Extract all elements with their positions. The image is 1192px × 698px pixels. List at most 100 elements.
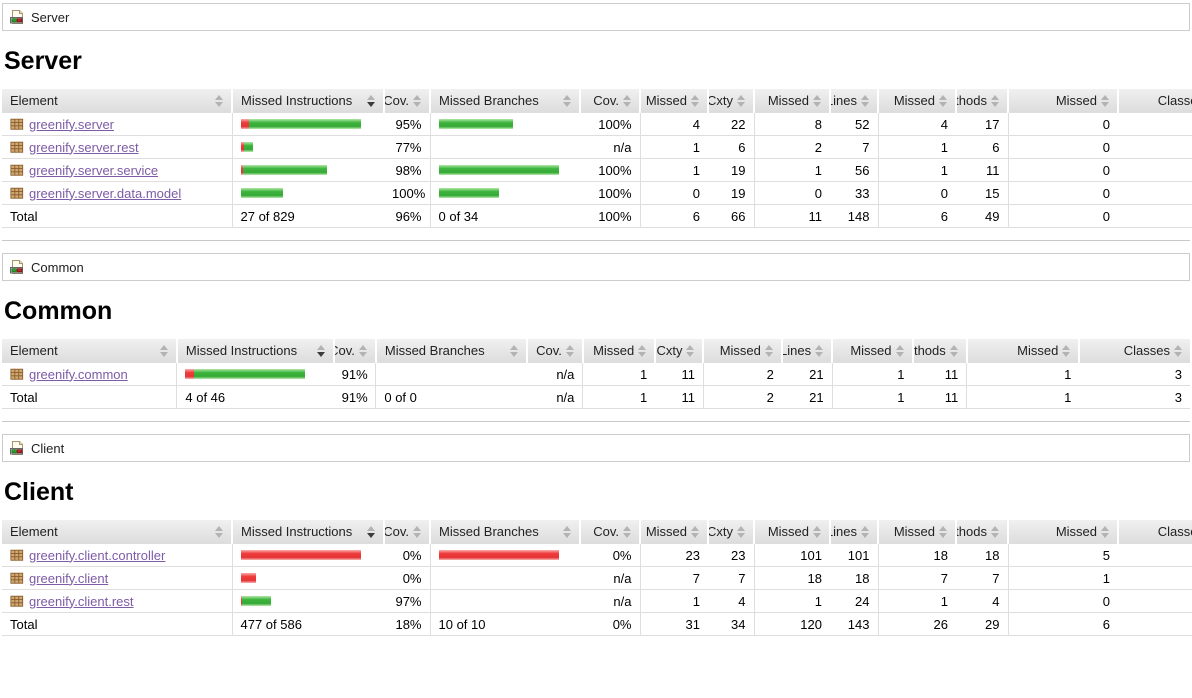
table-row: greenify.server 95% 100% 4 22 8 52 4 17 … [2, 112, 1192, 136]
total-classes: 9 [1118, 204, 1192, 228]
covered-bar [438, 119, 513, 129]
column-header-missed-instructions[interactable]: Missed Instructions [175, 339, 334, 363]
missed-branches-bar-cell [375, 362, 527, 386]
missed-classes-cell: 0 [1007, 135, 1118, 159]
sort-arrows-icon [991, 525, 999, 538]
package-link[interactable]: greenify.server.data.model [29, 185, 182, 201]
column-header-methods[interactable]: Methods [955, 520, 1008, 544]
instruction-coverage-cell: 100% [384, 181, 430, 205]
column-header-missed-instructions[interactable]: Missed Instructions [231, 520, 384, 544]
column-header-missed-cxty[interactable]: Missed [581, 339, 656, 363]
classes-cell: 5 [1118, 543, 1192, 567]
column-header-missed-branches[interactable]: Missed Branches [429, 520, 580, 544]
covered-bar [241, 596, 271, 606]
missed-methods-cell: 1 [877, 158, 956, 182]
column-header-branch-cov[interactable]: Cov. [525, 339, 583, 363]
column-header-missed-lines[interactable]: Missed [702, 339, 782, 363]
instruction-coverage-cell: 98% [384, 158, 430, 182]
column-header-missed-classes[interactable]: Missed [965, 339, 1080, 363]
classes-cell: 3 [1079, 362, 1190, 386]
missed-instructions-bar-cell [231, 158, 384, 182]
missed-methods-cell: 1 [877, 589, 956, 613]
package-icon [10, 594, 24, 608]
column-header-branch-cov[interactable]: Cov. [579, 89, 640, 113]
column-header-instruction-cov[interactable]: Cov. [383, 89, 430, 113]
cxty-cell: 6 [708, 135, 754, 159]
column-header-missed-methods[interactable]: Missed [877, 520, 956, 544]
column-header-missed-methods[interactable]: Missed [831, 339, 913, 363]
missed-cxty-cell: 1 [639, 158, 708, 182]
missed-lines-cell: 2 [753, 135, 830, 159]
classes-cell: 1 [1118, 566, 1192, 590]
column-header-instruction-cov[interactable]: Cov. [383, 520, 430, 544]
total-instructions: 4 of 46 [176, 385, 334, 409]
missed-methods-cell: 0 [877, 181, 956, 205]
package-link[interactable]: greenify.client.controller [29, 547, 166, 563]
column-header-classes[interactable]: Classes [1117, 520, 1192, 544]
total-branches: 0 of 0 [375, 385, 527, 409]
column-header-classes[interactable]: Classes [1078, 339, 1190, 363]
sort-arrows-icon [215, 94, 223, 107]
column-header-branch-cov[interactable]: Cov. [579, 520, 640, 544]
column-header-missed-classes[interactable]: Missed [1007, 89, 1118, 113]
column-header-cxty[interactable]: Cxty [654, 339, 704, 363]
package-link[interactable]: greenify.client [29, 570, 109, 586]
total-branch-cov: 100% [580, 204, 640, 228]
column-header-missed-classes[interactable]: Missed [1007, 520, 1118, 544]
page-title: Server [4, 47, 82, 75]
column-header-missed-branches[interactable]: Missed Branches [429, 89, 580, 113]
sort-arrows-icon [367, 94, 375, 107]
covered-bar [194, 369, 306, 379]
sort-arrows-icon [737, 94, 745, 107]
column-header-missed-lines[interactable]: Missed [753, 89, 830, 113]
lines-cell: 52 [830, 112, 878, 136]
missed-branches-bar-cell [429, 589, 580, 613]
package-link[interactable]: greenify.server.service [29, 162, 159, 178]
missed-branches-bar-cell [429, 112, 580, 136]
total-lines: 21 [781, 385, 833, 409]
missed-classes-cell: 0 [1007, 112, 1118, 136]
branch-coverage-cell: n/a [580, 566, 640, 590]
column-header-methods[interactable]: Methods [955, 89, 1008, 113]
column-header-lines[interactable]: Lines [780, 339, 833, 363]
column-header-missed-methods[interactable]: Missed [877, 89, 956, 113]
group-report-icon [9, 440, 25, 456]
missed-bar [240, 142, 244, 152]
missed-instructions-bar-cell [231, 543, 384, 567]
package-link[interactable]: greenify.client.rest [29, 593, 134, 609]
total-branches: 0 of 34 [429, 204, 580, 228]
breadcrumb: Common [2, 253, 1190, 281]
package-link[interactable]: greenify.server.rest [29, 139, 139, 155]
breadcrumb: Client [2, 434, 1190, 462]
methods-cell: 15 [956, 181, 1008, 205]
missed-bar [185, 369, 195, 379]
column-header-missed-cxty[interactable]: Missed [639, 520, 708, 544]
column-header-element[interactable]: Element [2, 339, 177, 363]
column-header-cxty[interactable]: Cxty [707, 89, 754, 113]
column-header-element[interactable]: Element [2, 89, 232, 113]
column-header-lines[interactable]: Lines [829, 520, 878, 544]
column-header-classes[interactable]: Classes [1117, 89, 1192, 113]
missed-cxty-cell: 4 [639, 112, 708, 136]
column-header-element[interactable]: Element [2, 520, 232, 544]
sort-arrows-icon [764, 344, 773, 357]
sort-arrows-icon [413, 525, 421, 538]
missed-classes-cell: 0 [1007, 589, 1118, 613]
total-methods: 49 [956, 204, 1008, 228]
column-header-missed-instructions[interactable]: Missed Instructions [231, 89, 384, 113]
coverage-report-page: Server Server Element Missed Instruction… [2, 3, 1192, 636]
column-header-lines[interactable]: Lines [829, 89, 878, 113]
sort-arrows-icon [623, 94, 631, 107]
column-header-missed-branches[interactable]: Missed Branches [374, 339, 527, 363]
missed-lines-cell: 101 [753, 543, 830, 567]
column-header-instruction-cov[interactable]: Cov. [332, 339, 376, 363]
column-header-missed-cxty[interactable]: Missed [639, 89, 708, 113]
column-header-cxty[interactable]: Cxty [707, 520, 754, 544]
package-link[interactable]: greenify.server [29, 116, 115, 132]
column-header-missed-lines[interactable]: Missed [753, 520, 830, 544]
column-header-methods[interactable]: Methods [911, 339, 967, 363]
package-icon [10, 163, 24, 177]
missed-branches-bar-cell [429, 543, 580, 567]
methods-cell: 4 [956, 589, 1008, 613]
package-link[interactable]: greenify.common [29, 366, 128, 382]
